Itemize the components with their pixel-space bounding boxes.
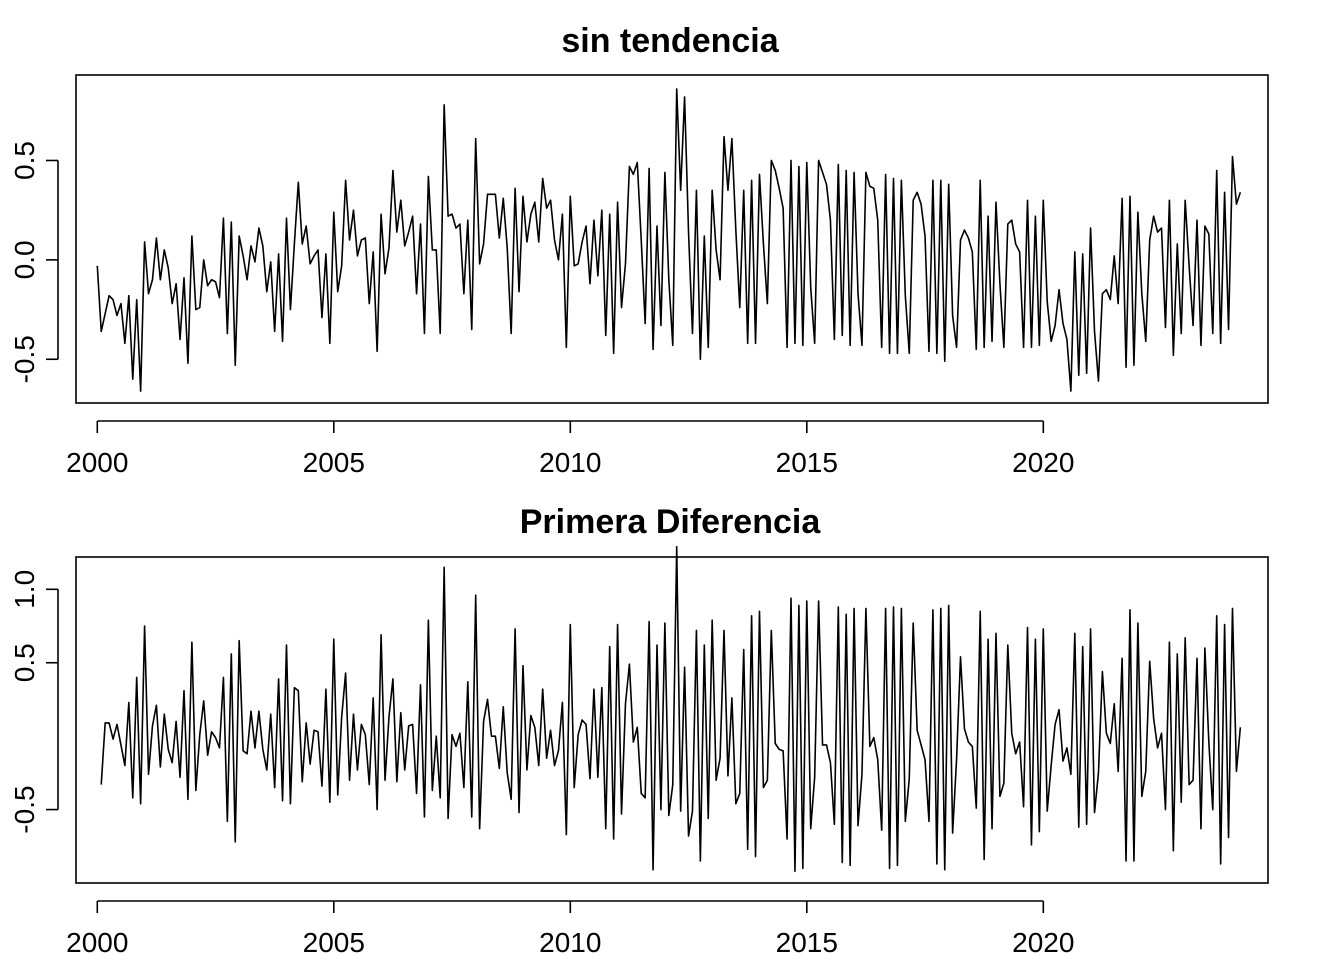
y-tick-label: 0.0 [9,240,40,279]
plot-frame-top [75,74,1269,404]
y-tick-label: 0.5 [9,141,40,180]
axes-top: 2000 2005 2010 2015 2020 -0.5 0.0 0.5 [9,141,1074,478]
x-tick-label: 2005 [303,447,365,478]
x-tick-label: 2000 [66,447,128,478]
chart-title-top: sin tendencia [561,22,779,60]
x-tick-label: 2020 [1012,927,1074,958]
y-tick-label: -0.5 [9,785,40,833]
series-line-primera-diferencia [100,545,1242,873]
chart-title-bottom: Primera Diferencia [520,503,822,541]
y-tick-label: -0.5 [9,335,40,383]
y-tick-label: 1.0 [9,570,40,609]
x-tick-label: 2020 [1012,447,1074,478]
x-tick-label: 2005 [303,927,365,958]
series-line-sin-tendencia [96,88,1242,392]
x-tick-label: 2010 [539,447,601,478]
x-tick-label: 2000 [66,927,128,958]
x-tick-label: 2015 [776,447,838,478]
x-tick-label: 2015 [776,927,838,958]
y-tick-label: 0.5 [9,643,40,682]
plot-frame-bottom [75,556,1269,884]
axes-bottom: 2000 2005 2010 2015 2020 -0.5 0.5 1.0 [9,570,1074,958]
x-tick-label: 2010 [539,927,601,958]
